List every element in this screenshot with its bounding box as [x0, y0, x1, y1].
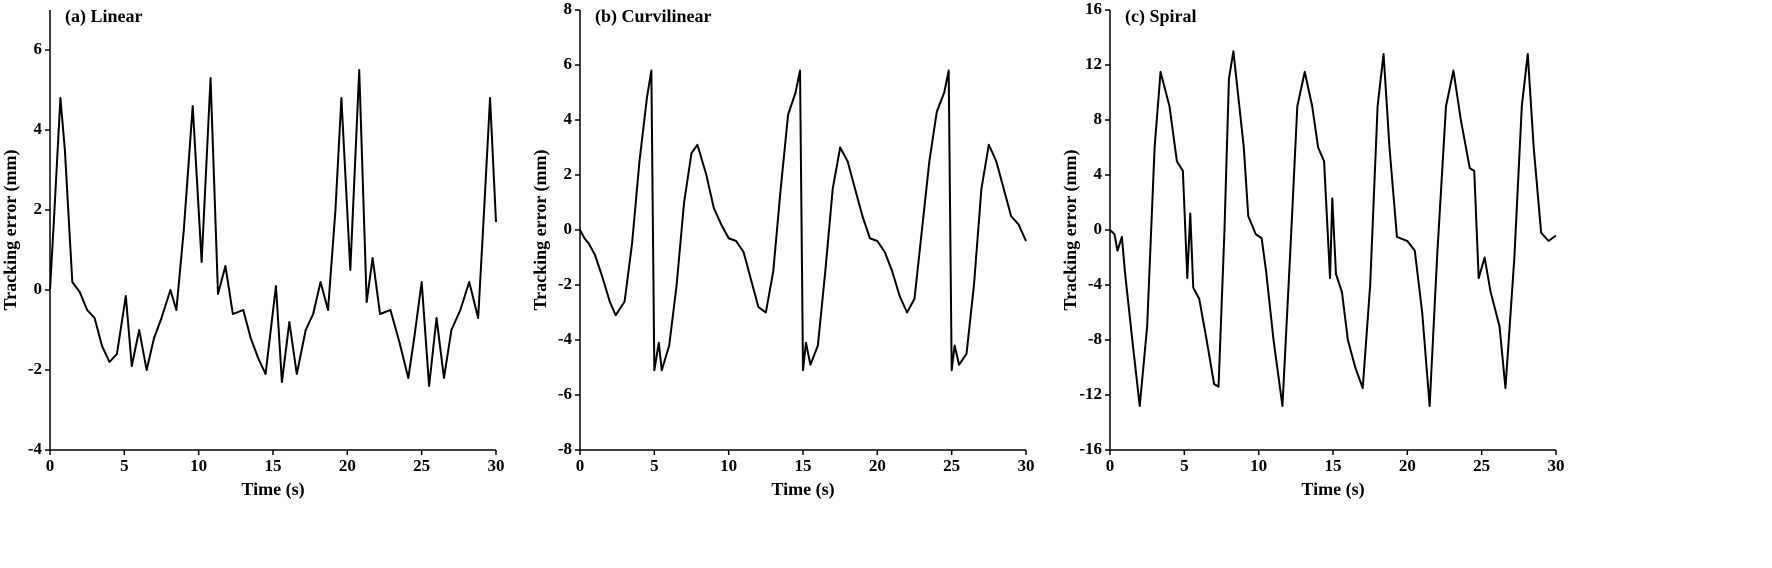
- y-axis-label: Tracking error (mm): [1060, 150, 1081, 311]
- data-line: [1109, 50, 1557, 407]
- x-tick-label: 5: [120, 456, 129, 475]
- x-tick-label: 0: [1106, 456, 1115, 475]
- y-tick-label: -2: [558, 274, 572, 293]
- y-tick-label: -6: [558, 384, 572, 403]
- x-axis-label: Time (s): [1301, 479, 1364, 500]
- x-tick-label: 25: [1473, 456, 1490, 475]
- y-tick-label: 0: [564, 219, 573, 238]
- x-tick-label: 10: [720, 456, 737, 475]
- x-tick-label: 25: [943, 456, 960, 475]
- data-line: [49, 69, 497, 387]
- x-tick-label: 10: [190, 456, 207, 475]
- y-tick-label: -2: [28, 359, 42, 378]
- x-tick-label: 15: [1325, 456, 1342, 475]
- y-tick-label: 16: [1085, 0, 1102, 18]
- x-axis-label: Time (s): [771, 479, 834, 500]
- y-tick-label: -12: [1079, 384, 1102, 403]
- x-tick-label: 20: [869, 456, 886, 475]
- y-tick-label: -8: [558, 439, 572, 458]
- y-tick-label: -4: [1088, 274, 1103, 293]
- y-tick-label: -16: [1079, 439, 1102, 458]
- x-tick-label: 5: [1180, 456, 1189, 475]
- x-tick-label: 20: [339, 456, 356, 475]
- chart-title: (a) Linear: [65, 6, 142, 27]
- y-tick-label: 4: [564, 109, 573, 128]
- x-tick-label: 0: [576, 456, 585, 475]
- y-axis-label: Tracking error (mm): [0, 150, 21, 311]
- chart-title: (c) Spiral: [1125, 6, 1197, 27]
- x-tick-label: 20: [1399, 456, 1416, 475]
- y-tick-label: 6: [564, 54, 573, 73]
- x-tick-label: 25: [413, 456, 430, 475]
- data-line: [579, 69, 1027, 372]
- y-tick-label: -8: [1088, 329, 1102, 348]
- y-axis-label: Tracking error (mm): [530, 150, 551, 311]
- x-tick-label: 15: [265, 456, 282, 475]
- y-tick-label: 4: [34, 119, 43, 138]
- chart-title: (b) Curvilinear: [595, 6, 712, 27]
- x-axis-label: Time (s): [241, 479, 304, 500]
- y-tick-label: 0: [1094, 219, 1103, 238]
- y-tick-label: 2: [564, 164, 573, 183]
- x-tick-label: 10: [1250, 456, 1267, 475]
- x-tick-label: 30: [1548, 456, 1565, 475]
- x-tick-label: 5: [650, 456, 659, 475]
- x-tick-label: 0: [46, 456, 55, 475]
- y-tick-label: 2: [34, 199, 43, 218]
- x-tick-label: 30: [1018, 456, 1035, 475]
- x-tick-label: 30: [488, 456, 505, 475]
- x-tick-label: 15: [795, 456, 812, 475]
- y-tick-label: -4: [558, 329, 573, 348]
- y-tick-label: 8: [564, 0, 573, 18]
- y-tick-label: 4: [1094, 164, 1103, 183]
- y-tick-label: 0: [34, 279, 43, 298]
- y-tick-label: 8: [1094, 109, 1103, 128]
- y-tick-label: -4: [28, 439, 43, 458]
- y-tick-label: 12: [1085, 54, 1102, 73]
- y-tick-label: 6: [34, 39, 43, 58]
